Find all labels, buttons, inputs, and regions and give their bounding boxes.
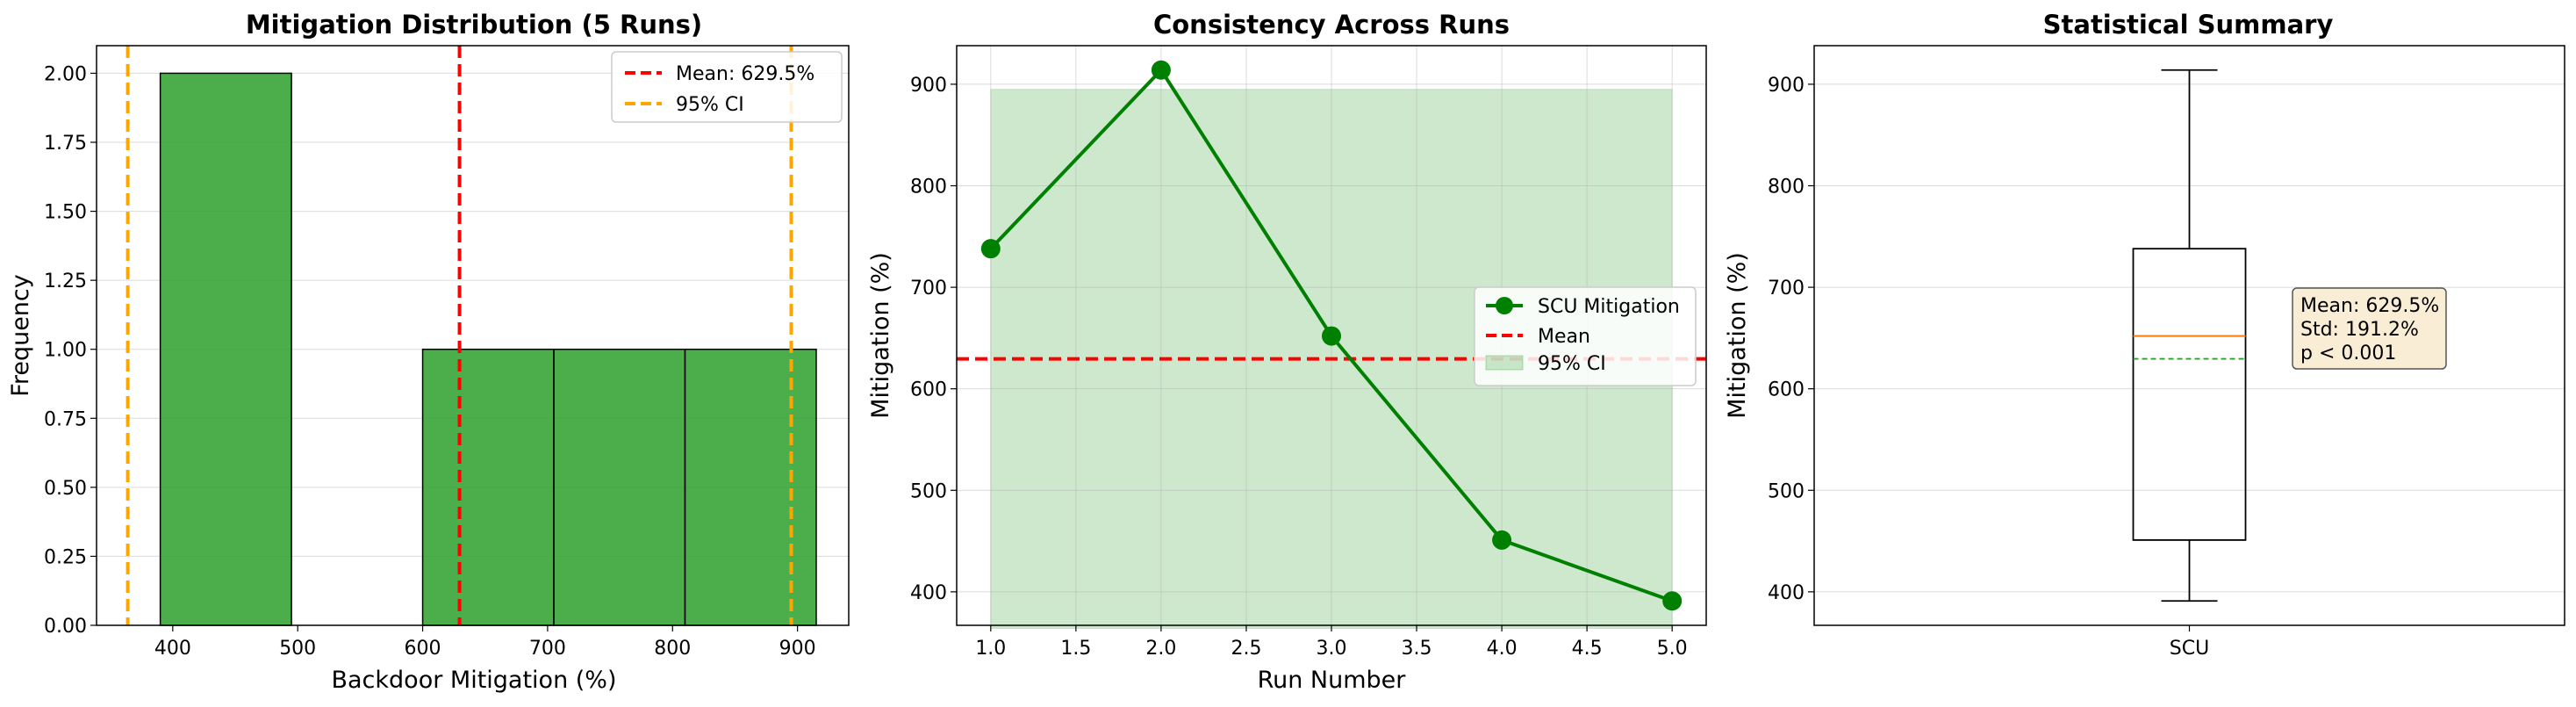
box-y-tick-label: 500 (1768, 480, 1805, 502)
line-legend-box (1474, 286, 1697, 386)
line-series-point (1322, 326, 1341, 346)
line-x-tick-label: 1.5 (1060, 638, 1091, 660)
box-iqr (2132, 248, 2247, 541)
stats-text-box: Mean: 629.5% Std: 191.2% p < 0.001 (2292, 287, 2447, 370)
histogram-y-tick-label: 0.50 (44, 478, 87, 500)
histogram-y-tick-label: 2.00 (44, 63, 87, 85)
histogram-bar (159, 72, 292, 626)
line-series-point (1662, 591, 1683, 611)
legend-line-ci-label: 95% CI (1538, 353, 1606, 375)
histogram-title: Mitigation Distribution (5 Runs) (246, 10, 702, 40)
line-y-tick-label: 400 (910, 582, 947, 604)
box-y-tick-label: 800 (1768, 177, 1805, 198)
box-y-label: Mitigation (%) (1724, 252, 1751, 419)
line-x-label: Run Number (1258, 667, 1407, 694)
line-y-tick-label: 800 (910, 177, 947, 198)
line-y-tick-label: 600 (910, 379, 947, 401)
histogram-x-tick-label: 700 (529, 638, 566, 660)
histogram-bar (553, 348, 686, 626)
line-y-label: Mitigation (%) (867, 252, 894, 419)
box-title: Statistical Summary (2043, 10, 2334, 40)
box-ticks: 400 500 600 700 800 900 SCU (1768, 75, 2209, 660)
stats-p-text: p < 0.001 (2300, 343, 2396, 364)
legend-ci-label: 95% CI (676, 94, 744, 116)
box-category-label: SCU (2170, 638, 2209, 660)
histogram-x-tick-label: 900 (779, 638, 816, 660)
histogram-y-tick-label: 1.75 (44, 133, 87, 155)
histogram-y-tick-label: 1.50 (44, 202, 87, 224)
line-series-point (1492, 530, 1512, 550)
box-plot (2132, 69, 2247, 602)
line-legend: SCU Mitigation Mean 95% CI (1474, 286, 1697, 386)
box-y-tick-label: 900 (1768, 75, 1805, 97)
line-y-tick-label: 500 (910, 480, 947, 502)
stats-std-text: Std: 191.2% (2300, 319, 2419, 341)
line-y-tick-label: 900 (910, 75, 947, 97)
legend-line-ci-swatch (1485, 355, 1524, 371)
legend-mean-label: Mean: 629.5% (676, 63, 814, 85)
histogram-x-tick-label: 400 (154, 638, 191, 660)
line-series-point (1151, 60, 1171, 80)
box-y-tick-label: 600 (1768, 379, 1805, 401)
box-y-tick-label: 400 (1768, 582, 1805, 604)
legend-series-label: SCU Mitigation (1538, 296, 1680, 318)
histogram-bar (421, 348, 555, 626)
line-ticks: 400 500 600 700 800 900 1.0 1.5 2.0 2.5 3.0 3.5 4.0 4… (910, 75, 1688, 660)
histogram-bars (159, 72, 817, 626)
line-x-tick-label: 4.5 (1572, 638, 1603, 660)
line-series (980, 60, 1683, 611)
histogram-reference-lines (126, 46, 793, 625)
box-y-tick-label: 700 (1768, 278, 1805, 299)
line-y-tick-label: 700 (910, 278, 947, 299)
histogram-y-label: Frequency (7, 274, 34, 397)
line-series-point (980, 239, 1001, 259)
histogram-bar (684, 348, 817, 626)
histogram-panel: Mitigation Distribution (5 Runs) 0.00 0.2… (7, 10, 850, 694)
histogram-x-tick-label: 600 (405, 638, 441, 660)
histogram-y-tick-label: 0.00 (44, 616, 87, 638)
line-panel: Consistency Across Runs 400 500 600 700 800 9… (867, 10, 1707, 694)
histogram-legend-box (611, 51, 843, 123)
histogram-legend: Mean: 629.5% 95% CI (611, 51, 843, 123)
line-x-tick-label: 4.0 (1487, 638, 1518, 660)
line-x-tick-label: 5.0 (1657, 638, 1688, 660)
histogram-frame (96, 45, 850, 626)
legend-line-mean-label: Mean (1538, 326, 1590, 348)
histogram-y-tick-label: 0.25 (44, 546, 87, 568)
stats-box-background (2292, 287, 2447, 370)
line-x-tick-label: 3.0 (1317, 638, 1347, 660)
stats-mean-text: Mean: 629.5% (2300, 295, 2439, 317)
histogram-y-tick-label: 0.75 (44, 408, 87, 430)
line-x-tick-label: 1.0 (975, 638, 1006, 660)
histogram-y-tick-label: 1.00 (44, 340, 87, 362)
line-title: Consistency Across Runs (1153, 10, 1510, 40)
box-panel: Statistical Summary 400 500 600 700 800 900 SC… (1724, 10, 2565, 660)
line-x-tick-label: 2.5 (1231, 638, 1261, 660)
line-x-tick-label: 2.0 (1145, 638, 1176, 660)
histogram-ticks: 0.00 0.25 0.50 0.75 1.00 1.25 1.50 1.75 2.00 400 5… (44, 63, 816, 660)
histogram-x-label: Backdoor Mitigation (%) (331, 667, 616, 694)
histogram-y-tick-label: 1.25 (44, 271, 87, 292)
histogram-x-tick-label: 500 (279, 638, 316, 660)
histogram-x-tick-label: 800 (654, 638, 691, 660)
line-x-tick-label: 3.5 (1402, 638, 1432, 660)
legend-series-swatch-marker (1496, 297, 1513, 314)
